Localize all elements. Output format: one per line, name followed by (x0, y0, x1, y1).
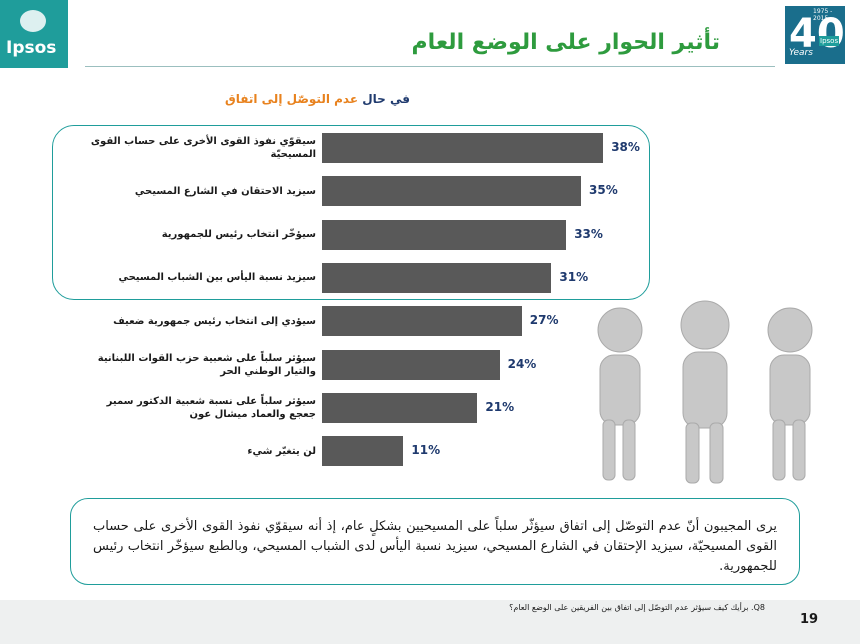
subtitle-prefix: في حال (362, 92, 410, 106)
value-label: 21% (485, 399, 515, 414)
bar (322, 219, 567, 250)
logo-years: Years (789, 48, 813, 58)
logo-right: 1975 - 2015 40 Years Ipsos (785, 6, 845, 64)
highlight-box (52, 125, 650, 300)
value-label: 11% (411, 443, 441, 458)
subtitle-highlight: عدم التوصّل إلى اتفاق (225, 92, 359, 106)
bar (322, 176, 581, 207)
category-label: سيزيد الاحتقان في الشارع المسيحي (134, 185, 316, 197)
value-label: 33% (574, 226, 603, 241)
subtitle: في حال عدم التوصّل إلى اتفاق (200, 92, 410, 106)
category-label: سيزيد نسبة اليأس بين الشباب المسيحي (118, 272, 316, 284)
logo-range: 1975 - 2015 (813, 8, 833, 22)
logo-left: Ipsos (0, 0, 68, 68)
bar (322, 306, 522, 337)
question: Q8. برأيك كيف سيؤثر عدم التوصّل إلى اتفا… (509, 603, 765, 612)
category-label: سيؤخّر انتخاب رئيس للجمهورية (161, 229, 316, 241)
logo-icon (20, 10, 46, 32)
category-label: سيؤدي إلى انتخاب رئيس جمهورية ضعيف (113, 315, 316, 327)
page-number: 19 (800, 612, 819, 627)
logo-text: Ipsos (6, 38, 57, 58)
logo-number: 40 (789, 11, 845, 57)
category-label: لن يتغيّر شيء (247, 445, 316, 457)
illustration (597, 300, 813, 484)
bar (322, 392, 478, 423)
bar (322, 436, 404, 467)
bar (322, 133, 604, 163)
category-label: سيؤثر سلباً على شعبية حزب القوات اللبنان… (97, 352, 316, 377)
value-label: 24% (507, 356, 537, 371)
summary: يرى المجيبون أنّ عدم التوصّل إلى اتفاق س… (70, 498, 800, 585)
value-label: 27% (529, 313, 559, 328)
category-label: سيقوّي نفوذ القوى الأخرى على حساب القوى … (90, 136, 316, 160)
bar (322, 262, 552, 293)
bar (322, 349, 500, 380)
value-label: 35% (589, 183, 618, 198)
logo-brand: Ipsos (819, 36, 840, 46)
value-label: 31% (559, 269, 589, 284)
chart-title: تأثير الحوار على الوضع العام (411, 30, 721, 55)
category-label: سيؤثر سلباً على نسبة شعبية الدكتور سمير … (106, 395, 316, 420)
footer (0, 600, 860, 644)
value-label: 38% (611, 140, 640, 154)
header-rule (85, 66, 775, 67)
